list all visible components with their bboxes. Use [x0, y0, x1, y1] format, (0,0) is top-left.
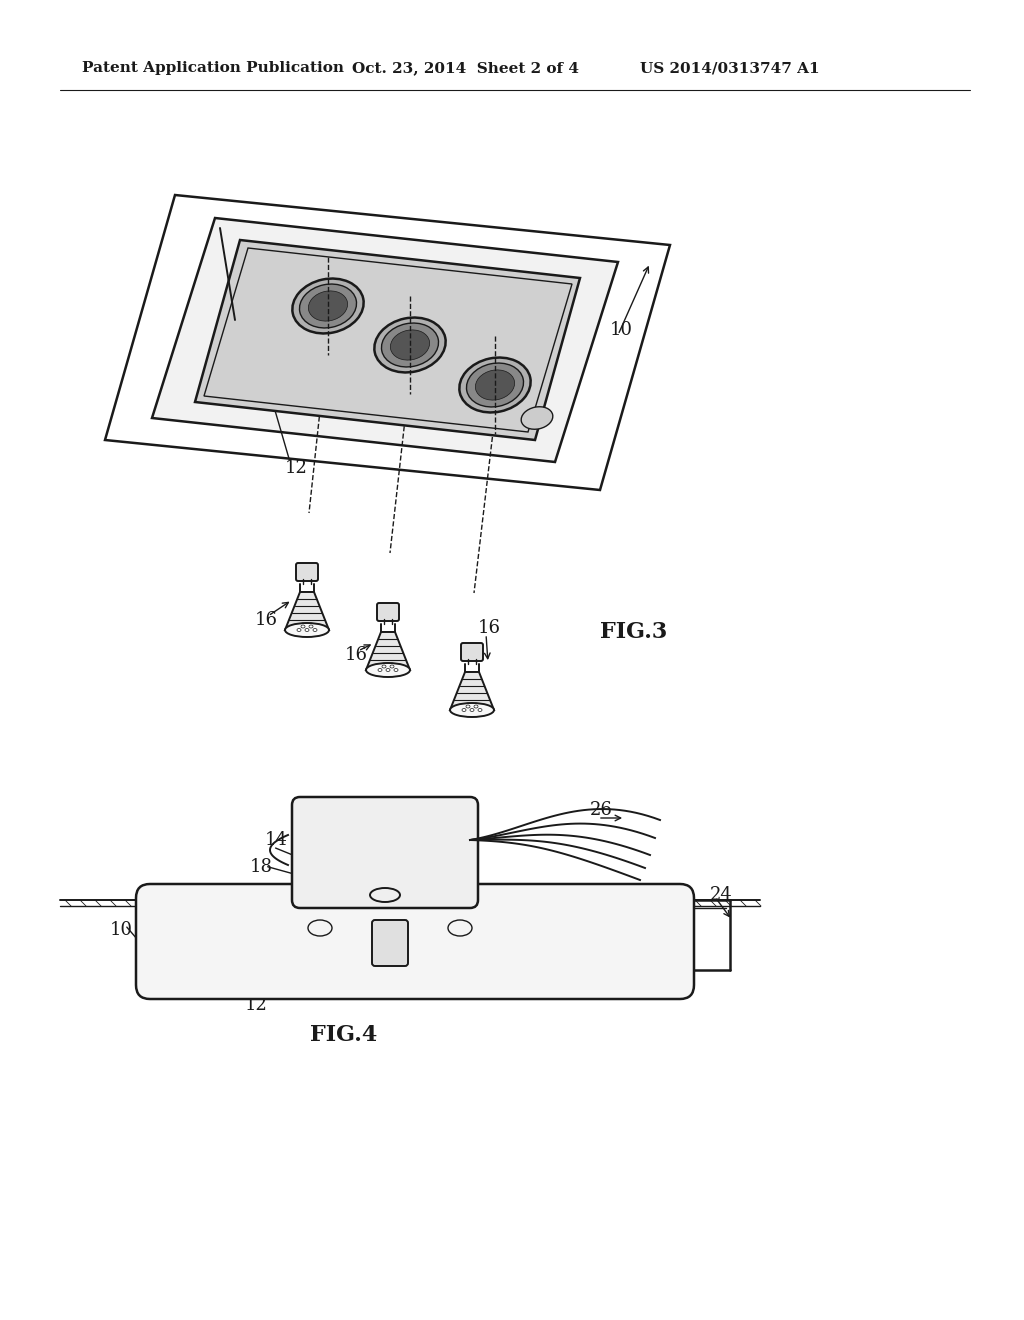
Polygon shape: [450, 672, 494, 710]
Ellipse shape: [313, 628, 317, 631]
Ellipse shape: [467, 363, 523, 407]
Text: 12: 12: [245, 997, 268, 1014]
Ellipse shape: [386, 668, 390, 672]
Polygon shape: [195, 240, 580, 440]
Ellipse shape: [390, 665, 394, 668]
Ellipse shape: [366, 663, 410, 677]
Ellipse shape: [301, 624, 305, 628]
Ellipse shape: [394, 668, 398, 672]
Ellipse shape: [474, 705, 478, 708]
Ellipse shape: [478, 709, 482, 711]
Text: 16: 16: [478, 619, 501, 638]
Polygon shape: [366, 632, 410, 671]
Ellipse shape: [390, 330, 430, 360]
Ellipse shape: [382, 665, 386, 668]
Ellipse shape: [375, 318, 445, 372]
FancyBboxPatch shape: [292, 797, 478, 908]
Text: Patent Application Publication: Patent Application Publication: [82, 61, 344, 75]
Text: Oct. 23, 2014  Sheet 2 of 4: Oct. 23, 2014 Sheet 2 of 4: [352, 61, 579, 75]
FancyBboxPatch shape: [377, 603, 399, 620]
FancyBboxPatch shape: [136, 884, 694, 999]
Text: 16: 16: [345, 645, 368, 664]
Ellipse shape: [460, 358, 530, 412]
Text: 24: 24: [710, 886, 733, 904]
Text: 10: 10: [110, 921, 133, 939]
Ellipse shape: [297, 628, 301, 631]
Text: 12: 12: [285, 459, 308, 477]
Ellipse shape: [299, 284, 356, 327]
Text: US 2014/0313747 A1: US 2014/0313747 A1: [640, 61, 819, 75]
Ellipse shape: [450, 704, 494, 717]
Text: 16: 16: [255, 611, 278, 630]
FancyBboxPatch shape: [372, 920, 408, 966]
Ellipse shape: [466, 705, 470, 708]
Ellipse shape: [285, 623, 329, 638]
Text: 14: 14: [265, 832, 288, 849]
Text: 10: 10: [610, 321, 633, 339]
FancyBboxPatch shape: [461, 643, 483, 661]
Text: FIG.4: FIG.4: [310, 1024, 377, 1045]
Ellipse shape: [521, 407, 553, 429]
Ellipse shape: [382, 323, 438, 367]
Ellipse shape: [378, 668, 382, 672]
Ellipse shape: [470, 709, 474, 711]
Text: 18: 18: [250, 858, 273, 876]
Ellipse shape: [462, 709, 466, 711]
Ellipse shape: [309, 624, 313, 628]
Ellipse shape: [292, 279, 364, 334]
Ellipse shape: [475, 370, 515, 400]
Text: 26: 26: [590, 801, 613, 818]
Ellipse shape: [308, 290, 347, 321]
Text: FIG.3: FIG.3: [600, 620, 668, 643]
FancyBboxPatch shape: [296, 564, 318, 581]
Ellipse shape: [305, 628, 309, 631]
Polygon shape: [285, 591, 329, 630]
Polygon shape: [152, 218, 618, 462]
